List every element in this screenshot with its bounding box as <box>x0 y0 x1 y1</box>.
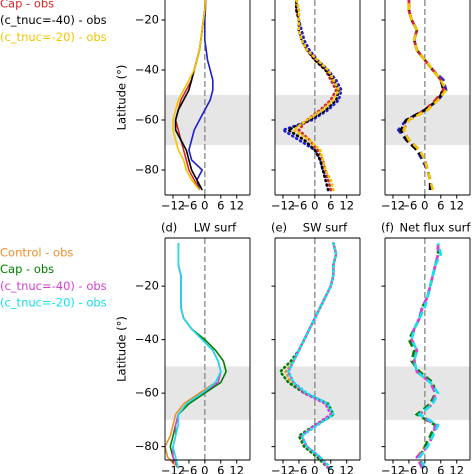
x-tick-label: 0 <box>311 199 318 213</box>
legend-entry: (c_tnuc=-20) - obs <box>0 30 107 44</box>
x-tick-label: 12 <box>229 199 244 213</box>
x-tick-label: −6 <box>400 199 417 213</box>
y-tick-label: −20 <box>135 279 159 293</box>
series-line <box>172 0 207 191</box>
panel-title: SW surf <box>303 221 348 235</box>
y-tick-label: −40 <box>135 63 159 77</box>
legend-entry: Cap - obs <box>0 0 54 11</box>
panel-label: (f) <box>381 221 394 235</box>
x-tick-label: 12 <box>339 464 354 474</box>
y-tick-label: −20 <box>135 13 159 27</box>
x-tick-label: −6 <box>180 464 197 474</box>
x-tick-label: −12 <box>161 199 185 213</box>
series-line <box>285 0 341 192</box>
legend-entry: (c_tnuc=-40) - obs <box>0 13 107 27</box>
x-tick-label: −6 <box>290 199 307 213</box>
y-axis-label: Latitude (°) <box>115 65 129 131</box>
series-line <box>399 0 445 190</box>
panel-title: LW surf <box>194 221 237 235</box>
y-tick-label: −40 <box>135 332 159 346</box>
y-tick-label: −80 <box>135 439 159 453</box>
x-tick-label: 0 <box>201 464 208 474</box>
x-tick-label: −12 <box>161 464 185 474</box>
legend-entry: (c_tnuc=-40) - obs <box>0 279 107 293</box>
series-line <box>172 243 222 469</box>
series-line <box>402 0 445 190</box>
y-tick-label: −60 <box>135 386 159 400</box>
x-tick-label: 6 <box>437 464 444 474</box>
x-tick-label: 6 <box>217 464 224 474</box>
x-tick-label: −12 <box>381 464 405 474</box>
x-tick-label: −12 <box>271 464 295 474</box>
x-tick-label: 0 <box>421 464 428 474</box>
x-tick-label: 6 <box>327 199 334 213</box>
x-tick-label: −12 <box>381 199 405 213</box>
x-tick-label: −6 <box>400 464 417 474</box>
y-tick-label: −80 <box>135 163 159 177</box>
x-tick-label: 12 <box>339 199 354 213</box>
x-tick-label: −12 <box>271 199 295 213</box>
x-tick-label: 6 <box>327 464 334 474</box>
shaded-band <box>385 366 470 420</box>
x-tick-label: 12 <box>449 199 464 213</box>
shaded-band <box>275 95 360 145</box>
series-line <box>169 243 227 469</box>
series-line <box>188 0 214 191</box>
legend-entry: (c_tnuc=-20) - obs <box>0 296 107 310</box>
panel-title: Net flux surf <box>400 221 472 235</box>
panel-label: (e) <box>271 221 287 235</box>
legend-entry: Control - obs <box>0 246 73 260</box>
panel-label: (d) <box>161 221 177 235</box>
x-tick-label: 0 <box>421 199 428 213</box>
x-tick-label: 0 <box>201 199 208 213</box>
series-line <box>286 242 338 470</box>
x-tick-label: 12 <box>229 464 244 474</box>
x-tick-label: 6 <box>217 199 224 213</box>
series-line <box>284 242 338 470</box>
x-tick-label: −6 <box>180 199 197 213</box>
shaded-band <box>385 95 470 145</box>
y-axis-label: Latitude (°) <box>115 316 129 382</box>
series-line <box>291 0 341 192</box>
series-line <box>402 0 448 191</box>
series-line <box>410 242 443 469</box>
series-line <box>278 242 338 470</box>
x-tick-label: 0 <box>311 464 318 474</box>
y-tick-label: −60 <box>135 113 159 127</box>
x-tick-label: 6 <box>437 199 444 213</box>
x-tick-label: −6 <box>290 464 307 474</box>
legend-entry: Cap - obs <box>0 262 54 276</box>
x-tick-label: 12 <box>449 464 464 474</box>
